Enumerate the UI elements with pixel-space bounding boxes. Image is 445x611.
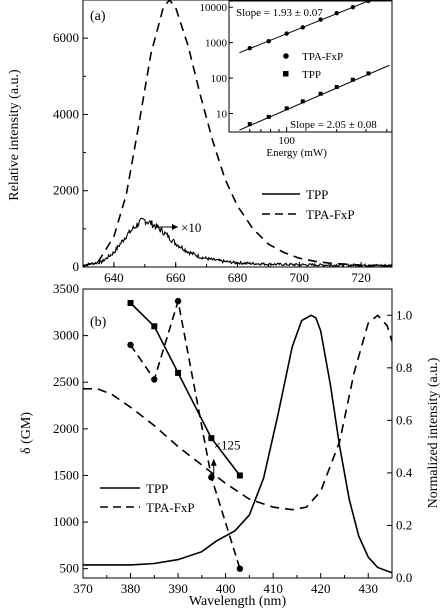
legend-tpp-label: TPP	[306, 187, 328, 202]
series-tpa-fxp-emission	[83, 314, 393, 511]
inset-point-tpp	[318, 91, 323, 96]
inset-legend-tpp-label: TPP	[302, 69, 321, 81]
inset-point-tpa-fxp	[350, 5, 356, 10]
series-tpa-fxp-cross-section	[129, 300, 241, 569]
inset-point-tpp	[350, 77, 355, 82]
tpp-cross-section-point	[236, 472, 243, 479]
x-tick-label: 720	[351, 270, 371, 285]
panel-label: (b)	[90, 315, 107, 330]
inset-slope-top: Slope = 1.93 ± 0.07	[236, 7, 323, 19]
tpa-fxp-cross-section-point	[174, 297, 182, 305]
tpa-fxp-cross-section-point	[151, 376, 158, 383]
x-tick-label: 430	[358, 581, 378, 596]
y-tick-label: 3500	[53, 281, 79, 296]
tpa-fxp-cross-section-point	[208, 474, 215, 481]
series-tpp-emission	[83, 314, 393, 574]
inset-point-tpp	[247, 122, 252, 127]
panel-a: 640 660 680 700 720 0 2000 4000 6000 Relative int…	[7, 0, 393, 285]
inset-point-tpp	[284, 106, 289, 111]
tpp-cross-section-point	[175, 369, 182, 376]
y-tick-label: 0	[73, 259, 80, 274]
y-right-tick-label: 0.8	[396, 360, 412, 375]
inset-point-tpa-fxp	[318, 17, 323, 22]
inset-y-tick-label: 10000	[200, 2, 228, 14]
y-tick-label: 2500	[53, 374, 79, 389]
annotation-arrowhead	[172, 224, 178, 230]
panel-label: (a)	[90, 9, 106, 24]
inset-point-tpa-fxp	[266, 38, 271, 44]
tpp-cross-section-point	[208, 435, 215, 442]
y-tick-label: 1000	[53, 514, 79, 529]
x-axis-label: Wavelength (nm)	[189, 594, 287, 609]
y-right-tick-label: 0.0	[396, 570, 412, 585]
plot-frame	[82, 288, 393, 579]
inset-x-axis-label: Energy (mW)	[266, 147, 327, 159]
inset-point-tpa-fxp	[334, 10, 339, 16]
y-tick-label: 6000	[53, 30, 79, 45]
annotation-label: ×125	[214, 437, 241, 452]
y-tick-label: 4000	[53, 106, 79, 121]
inset-point-tpp	[266, 114, 271, 119]
legend-tpa-fxp-label: TPA-FxP	[146, 500, 195, 515]
inset-point-tpa-fxp	[300, 25, 305, 30]
inset-fit-line-tpp	[239, 64, 390, 131]
y-right-tick-label: 0.2	[396, 517, 412, 532]
inset-frame	[228, 0, 393, 133]
annotation-arrowhead	[210, 458, 217, 466]
x-tick-label: 390	[168, 581, 188, 596]
inset-fit-line-tpa-fxp	[239, 0, 373, 54]
y-right-axis-label: Normalized intensity (a.u.)	[426, 357, 441, 508]
legend-tpa-fxp-label: TPA-FxP	[306, 207, 355, 222]
tpp-cross-section-point	[151, 323, 158, 330]
y-tick-label: 1500	[53, 467, 79, 482]
series-tpp-line	[82, 217, 393, 268]
y-right-tick-label: 0.4	[396, 465, 413, 480]
x-tick-label: 680	[228, 270, 248, 285]
y-axis-label: δ (GM)	[19, 412, 34, 454]
x-tick-label: 400	[216, 581, 236, 596]
y-right-tick-label: 0.6	[396, 412, 413, 427]
inset-point-tpp	[366, 71, 371, 76]
x-tick-label: 380	[121, 581, 141, 596]
series-tpa-fxp-line	[82, 0, 393, 267]
x-tick-label: 660	[166, 270, 186, 285]
x-tick-label: 370	[73, 581, 93, 596]
tpa-fxp-cross-section-point	[236, 565, 244, 572]
y-right-tick-label: 1.0	[396, 307, 412, 322]
inset-legend-tpp-marker	[283, 71, 289, 77]
y-axis-label: Relative intensity (a.u.)	[7, 69, 22, 201]
x-tick-label: 700	[290, 270, 310, 285]
inset-point-tpa-fxp	[247, 45, 252, 51]
panel-b: 370 380 390 400 410 420 430 500 1000 1500 2000 2500…	[19, 281, 441, 609]
inset-legend-tpa-fxp-label: TPA-FxP	[302, 51, 343, 63]
inset-slope-bottom: Slope = 2.05 ± 0.08	[290, 119, 377, 131]
annotation-label: ×10	[181, 220, 201, 235]
inset-legend-tpa-fxp-marker	[283, 53, 289, 59]
y-tick-label: 2000	[53, 421, 79, 436]
y-tick-label: 2000	[53, 183, 79, 198]
inset-point-tpa-fxp	[284, 31, 289, 36]
y-tick-label: 3000	[53, 328, 79, 343]
x-tick-label: 410	[263, 581, 283, 596]
inset-y-tick-label: 100	[211, 73, 228, 85]
x-tick-label: 420	[311, 581, 331, 596]
y-tick-label: 500	[60, 561, 80, 576]
inset-point-tpp	[334, 84, 339, 89]
x-tick-label: 640	[104, 270, 124, 285]
inset-y-tick-label: 10	[216, 108, 228, 120]
tpa-fxp-cross-section-point	[127, 341, 134, 349]
legend-tpp-label: TPP	[146, 481, 168, 496]
inset-point-tpp	[300, 99, 305, 104]
inset-y-tick-label: 1000	[205, 38, 228, 50]
tpp-cross-section-point	[127, 299, 134, 306]
inset-x-tick-label: 100	[278, 135, 295, 147]
inset-point-tpa-fxp	[366, 0, 371, 4]
